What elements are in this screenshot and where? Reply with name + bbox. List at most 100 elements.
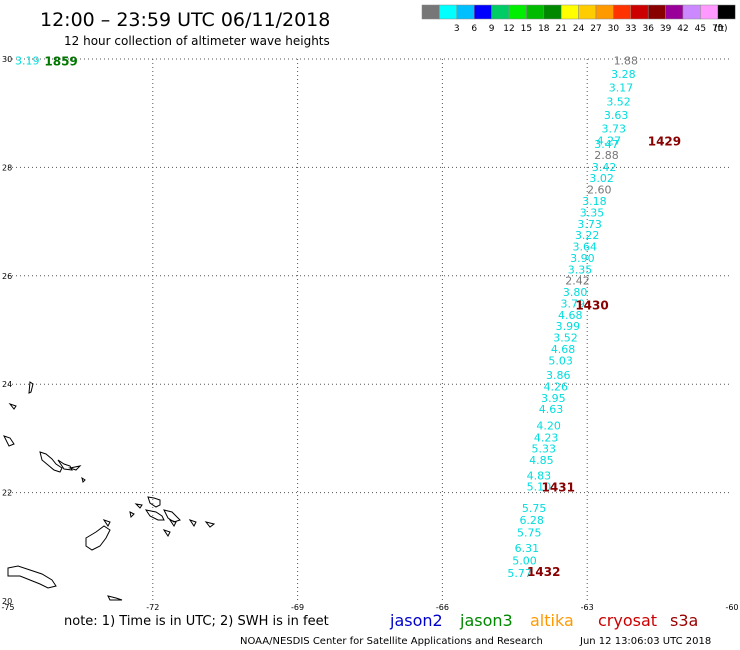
color-scale-label: 15 (521, 24, 532, 34)
color-scale-swatch (717, 4, 736, 20)
lon-tick-label: -63 (581, 603, 594, 612)
pass-time-label: 1432 (527, 565, 560, 579)
color-scale-swatch (682, 4, 701, 20)
lat-lon-grid (8, 58, 732, 601)
swh-value: 4.23 (534, 431, 559, 444)
swh-value: 3.52 (606, 95, 631, 108)
swh-value: 4.83 (527, 469, 552, 482)
lon-tick-label: -72 (146, 603, 159, 612)
swh-value: 5.77 (507, 567, 532, 580)
map-title: 12:00 – 23:59 UTC 06/11/2018 (40, 9, 330, 31)
swh-value: 5.03 (548, 354, 573, 367)
lat-tick-label: 22 (2, 489, 12, 498)
swh-value: 3.19 (15, 55, 40, 68)
satellite-legend-item: jason3 (459, 611, 513, 630)
swh-value: 5.33 (532, 443, 557, 456)
color-scale-swatch (647, 4, 666, 20)
color-scale-label: 3 (454, 24, 460, 34)
swh-value: 4.68 (558, 309, 583, 322)
color-scale-swatch (508, 4, 527, 20)
color-scale-label: 39 (660, 24, 672, 34)
color-scale-swatch (526, 4, 545, 20)
color-scale-unit: (ft) (714, 24, 728, 34)
color-scale-swatch (630, 4, 649, 20)
color-scale-label: 12 (503, 24, 514, 34)
swh-value: 2.88 (594, 149, 619, 162)
swh-value: 6.31 (515, 542, 540, 555)
lon-tick-label: -75 (1, 603, 14, 612)
color-scale-swatch (700, 4, 719, 20)
satellite-legend-item: altika (530, 611, 574, 630)
swh-value: 3.80 (563, 286, 588, 299)
swh-value: 3.02 (589, 172, 614, 185)
color-scale-swatch (613, 4, 632, 20)
swh-value: 3.17 (609, 82, 634, 95)
swh-value: 3.35 (568, 263, 593, 276)
pass-time-label: 1429 (648, 134, 681, 148)
longitude-tick-labels: -75 -72 -69 -66 -63 -60 (1, 603, 738, 612)
satellite-legend: jason2 jason3 altika cryosat s3a (389, 611, 698, 630)
color-scale-label: 33 (625, 24, 636, 34)
color-scale-label: 18 (538, 24, 550, 34)
color-scale-label: 21 (555, 24, 566, 34)
color-scale-label: 6 (471, 24, 477, 34)
footer-timestamp: Jun 12 13:06:03 UTC 2018 (579, 636, 711, 647)
lon-tick-label: -66 (436, 603, 449, 612)
color-scale-swatch (560, 4, 579, 20)
color-scale-label: 70 (712, 24, 724, 34)
lon-tick-label: -60 (725, 603, 738, 612)
satellite-legend-item: s3a (670, 611, 698, 630)
color-scale-label: 24 (573, 24, 585, 34)
satellite-legend-item: cryosat (598, 611, 657, 630)
color-scale-swatch (665, 4, 684, 20)
color-scale-swatch (578, 4, 597, 20)
wave-height-observations: 3.19 1.883.283.173.523.633.734.273.472.88… (15, 55, 638, 580)
latitude-tick-labels: 20 22 24 26 28 30 (2, 55, 12, 606)
color-scale-legend: 3 6 9 12 15 18 21 24 27 30 33 36 39 42 45 70 (421, 4, 736, 34)
swh-value: 3.18 (582, 195, 607, 208)
pass-time-label: 1431 (542, 481, 575, 495)
swh-value: 3.90 (570, 252, 595, 265)
swh-value: 4.68 (551, 343, 576, 356)
swh-value: 5.75 (522, 502, 547, 515)
lat-tick-label: 28 (2, 163, 12, 172)
swh-value: 6.28 (519, 514, 544, 527)
color-scale-label: 27 (590, 24, 601, 34)
swh-value: 5.00 (512, 554, 537, 567)
swh-value: 3.95 (541, 392, 566, 405)
swh-value: 4.26 (544, 380, 569, 393)
swh-value: 2.60 (587, 184, 612, 197)
swh-value: 3.47 (594, 138, 619, 151)
swh-value: 4.63 (539, 403, 564, 416)
lat-tick-label: 26 (2, 272, 12, 281)
swh-value: 3.63 (604, 109, 629, 122)
swh-value: 4.20 (536, 419, 561, 432)
swh-value: 3.28 (611, 68, 636, 81)
pass-time-label: 1430 (575, 299, 608, 313)
satellite-legend-item: jason2 (389, 611, 443, 630)
color-scale-swatch (421, 4, 440, 20)
color-scale-label: 36 (642, 24, 654, 34)
color-scale-swatch (491, 4, 510, 20)
pass-time-label: 1859 (44, 55, 77, 69)
lat-tick-label: 30 (2, 55, 12, 64)
swh-value: 3.79 (560, 297, 585, 310)
lat-tick-label: 20 (2, 597, 12, 606)
map-subtitle: 12 hour collection of altimeter wave hei… (64, 34, 330, 48)
swh-value: 3.73 (601, 122, 626, 135)
color-scale-label: 42 (677, 24, 688, 34)
footer-credit: NOAA/NESDIS Center for Satellite Applica… (240, 636, 543, 647)
swh-value: 3.86 (546, 369, 571, 382)
swh-value: 1.88 (614, 55, 639, 68)
swh-value: 5.75 (517, 527, 542, 540)
footer-note: note: 1) Time is in UTC; 2) SWH is in fe… (64, 614, 329, 629)
swh-value: 5.10 (527, 481, 552, 494)
swh-value: 3.35 (580, 206, 605, 219)
color-scale-label: 45 (695, 24, 706, 34)
color-scale-label: 30 (608, 24, 620, 34)
swh-value: 2.42 (565, 275, 590, 288)
color-scale-swatch (439, 4, 458, 20)
swh-value: 3.22 (575, 229, 600, 242)
pass-time-labels: 1859 1429 1430 1431 1432 (44, 55, 681, 580)
